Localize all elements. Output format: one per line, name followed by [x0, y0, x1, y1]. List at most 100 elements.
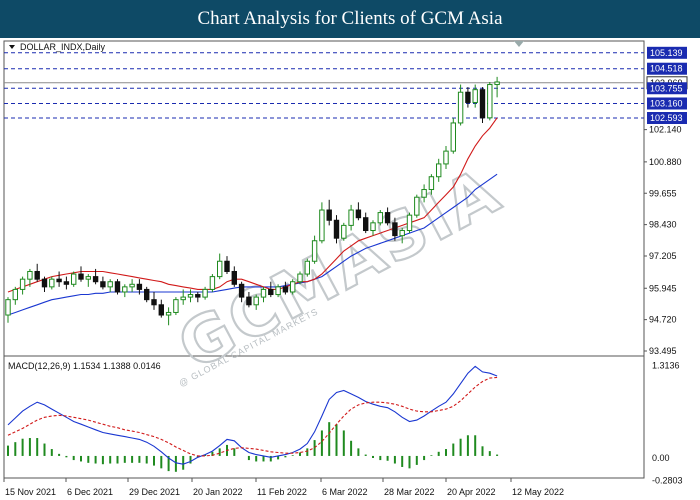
y-tick-label: 93.495 [649, 346, 677, 356]
candle-body [406, 214, 413, 232]
candle-body [282, 286, 289, 293]
candle-body [136, 283, 143, 290]
level-badge [647, 97, 687, 110]
y-tick-label: 99.655 [649, 188, 677, 198]
candle-body [5, 299, 11, 316]
candle-body [319, 209, 325, 242]
candle-body [487, 84, 493, 119]
candle-body [27, 270, 33, 280]
header-bar: Chart Analysis for Clients of GCM Asia [0, 0, 700, 38]
candle-body [348, 209, 354, 226]
x-tick-label: 29 Dec 2021 [129, 487, 180, 497]
candle-body [34, 270, 40, 280]
main-panel [3, 40, 645, 357]
candle-body [260, 288, 267, 298]
macd-y-tick-label: 0.00 [652, 453, 670, 463]
candle-body [268, 288, 274, 296]
macd-y-tick-label: -0.2803 [652, 475, 683, 485]
candle-body [326, 209, 332, 221]
candle-body [209, 276, 216, 290]
candle-body [173, 299, 179, 313]
candle-body [311, 240, 318, 262]
candle-body [479, 89, 486, 119]
candle-body [114, 281, 121, 293]
moving-average-slow-line [7, 173, 498, 316]
level-badge [647, 46, 687, 59]
candle-body [56, 278, 62, 283]
level-label: 104.518 [650, 64, 683, 74]
x-tick-label: 6 Dec 2021 [67, 487, 113, 497]
candle-body [414, 196, 420, 216]
level-label: 103.160 [650, 98, 683, 108]
candle-body [78, 273, 84, 280]
x-tick-label: 12 May 2022 [512, 487, 564, 497]
y-tick-label: 97.205 [649, 251, 677, 261]
candle-body [457, 91, 464, 124]
candle-body [428, 176, 435, 191]
y-tick-label: 95.945 [649, 283, 677, 293]
candle-body [384, 212, 391, 224]
y-tick-label: 98.430 [649, 220, 677, 230]
candle-body [472, 89, 478, 103]
moving-average-fast-line [7, 117, 498, 293]
candle-body [355, 209, 362, 219]
candle-body [341, 224, 347, 239]
candle-body [290, 281, 296, 293]
candle-body [436, 163, 442, 178]
candle-body [180, 296, 186, 301]
macd-line [7, 365, 498, 465]
x-tick-label: 28 Mar 2022 [384, 487, 435, 497]
candle-body [49, 278, 55, 288]
candle-body [246, 296, 252, 306]
candle-body [165, 311, 172, 316]
level-label: 102.593 [650, 113, 683, 123]
candle-body [363, 217, 369, 232]
candle-body [85, 276, 91, 280]
candle-body [275, 286, 281, 296]
x-tick-label: 6 Mar 2022 [322, 487, 368, 497]
macd-signal-line [7, 376, 498, 457]
candle-body [443, 150, 449, 165]
y-tick-label: 94.720 [649, 315, 677, 325]
candle-body [151, 299, 157, 306]
x-tick-label: 20 Apr 2022 [447, 487, 496, 497]
candle-body [370, 222, 376, 232]
candle-body [494, 81, 500, 86]
candle-body [107, 281, 113, 288]
candle-body [421, 189, 427, 198]
candle-body [41, 278, 48, 288]
collapse-triangle-icon [9, 45, 15, 49]
macd-panel [3, 355, 645, 479]
candle-body [392, 222, 398, 237]
page-title: Chart Analysis for Clients of GCM Asia [197, 8, 503, 29]
candle-body [12, 288, 19, 301]
shift-marker-icon [514, 41, 524, 47]
candle-body [333, 219, 340, 239]
candle-body [19, 278, 26, 290]
candle-body [144, 288, 150, 301]
candle-body [100, 281, 106, 288]
x-tick-label: 20 Jan 2022 [193, 487, 243, 497]
candle-body [202, 288, 208, 298]
macd-panel-title: MACD(12,26,9) 1.1534 1.1388 0.0146 [8, 361, 161, 371]
candle-body [465, 91, 471, 103]
y-tick-label: 102.140 [649, 125, 682, 135]
candle-body [92, 276, 99, 283]
x-tick-label: 15 Nov 2021 [5, 487, 56, 497]
candle-body [253, 296, 259, 306]
candle-body [195, 294, 201, 298]
candle-body [122, 286, 128, 293]
candle-body [450, 122, 457, 152]
candle-body [304, 260, 311, 275]
candle-body [224, 260, 230, 272]
level-label: 103.755 [650, 83, 683, 93]
candle-body [297, 273, 303, 283]
x-tick-label: 11 Feb 2022 [257, 487, 307, 497]
candle-body [63, 281, 70, 285]
candle-body [129, 283, 135, 288]
main-panel-title: DOLLAR_INDX,Daily [20, 42, 106, 52]
chart-svg: GCMASIA@ GLOBAL CAPITAL MARKETS 102.1401… [3, 40, 688, 497]
candle-body [71, 273, 77, 285]
candle-body [399, 230, 405, 237]
